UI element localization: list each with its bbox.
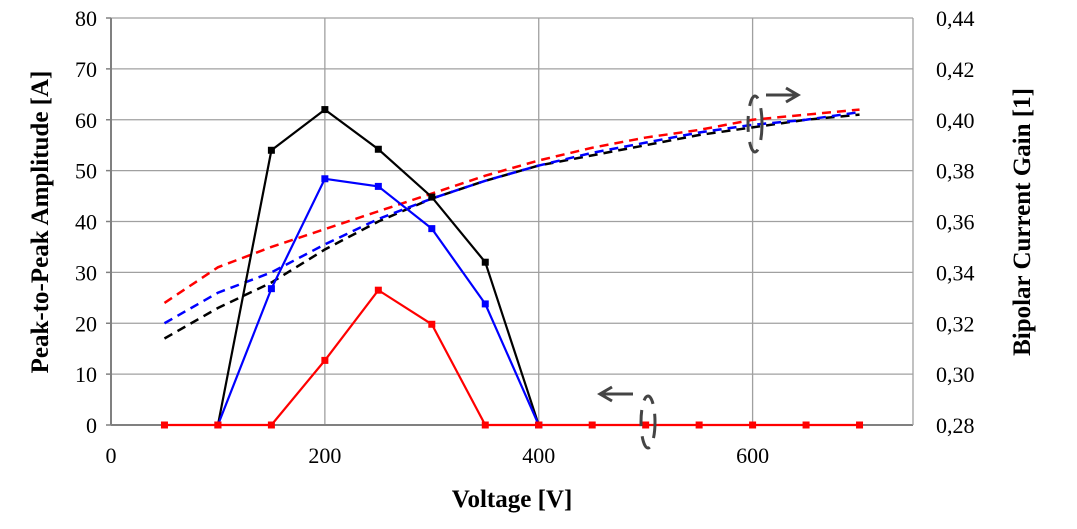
arrow-left-icon-head <box>597 385 613 403</box>
data-marker <box>374 182 382 190</box>
y2-tick-label: 0,40 <box>936 108 975 133</box>
y2-axis-title: Bipolar Current Gain [1] <box>1009 88 1036 356</box>
y-tick-label: 30 <box>75 260 97 285</box>
data-marker <box>642 421 650 429</box>
y2-tick-label: 0,42 <box>936 57 975 82</box>
data-marker <box>428 320 436 328</box>
data-marker <box>695 421 703 429</box>
data-marker <box>267 146 275 154</box>
tick-labels: 0 10 20 30 40 50 60 70 80 0,28 0,30 0,32 0,34 0,36 0,3… <box>75 6 975 468</box>
series-line-dashed <box>163 108 860 304</box>
data-marker <box>267 285 275 293</box>
data-marker <box>374 286 382 294</box>
y2-tick-label: 0,36 <box>936 210 975 235</box>
data-marker <box>588 421 596 429</box>
grid <box>111 17 913 425</box>
data-marker <box>481 300 489 308</box>
data-marker <box>481 421 489 429</box>
annotation-ellipse-left <box>639 394 657 450</box>
x-tick-label: 600 <box>736 443 769 468</box>
y2-tick-label: 0,28 <box>936 413 975 438</box>
data-marker <box>321 106 329 114</box>
x-axis-title: Voltage [V] <box>452 486 573 513</box>
series <box>160 106 864 429</box>
y-tick-label: 50 <box>75 159 97 184</box>
data-marker <box>481 258 489 266</box>
arrow-right-icon-head <box>785 86 801 104</box>
data-marker <box>535 421 543 429</box>
series-line <box>216 177 540 426</box>
data-marker <box>428 225 436 233</box>
y2-tick-label: 0,38 <box>936 159 975 184</box>
y2-tick-label: 0,44 <box>936 6 975 31</box>
data-marker <box>374 145 382 153</box>
x-tick-label: 200 <box>308 443 341 468</box>
y-axis-title: Peak-to-Peak Amplitude [A] <box>27 71 54 374</box>
data-marker <box>267 421 275 429</box>
data-marker <box>321 356 329 364</box>
series-line <box>164 288 860 427</box>
annotations <box>597 86 801 450</box>
series-line-dashed <box>163 110 860 325</box>
series-line <box>216 108 540 426</box>
y2-tick-label: 0,34 <box>936 260 975 285</box>
data-marker <box>321 175 329 183</box>
data-marker <box>428 193 436 201</box>
y-tick-label: 40 <box>75 210 97 235</box>
data-marker <box>160 421 168 429</box>
y-tick-label: 80 <box>75 6 97 31</box>
y-tick-label: 0 <box>86 413 97 438</box>
y2-tick-label: 0,30 <box>936 362 975 387</box>
data-marker <box>214 421 222 429</box>
y-tick-label: 20 <box>75 311 97 336</box>
x-tick-label: 0 <box>106 443 117 468</box>
y-tick-label: 10 <box>75 362 97 387</box>
series-line-dashed <box>163 113 860 340</box>
data-marker <box>856 421 864 429</box>
data-marker <box>749 421 757 429</box>
annotation-ellipse-right <box>746 94 764 154</box>
y2-tick-label: 0,32 <box>936 311 975 336</box>
y-tick-label: 60 <box>75 108 97 133</box>
data-marker <box>802 421 810 429</box>
x-tick-label: 400 <box>522 443 555 468</box>
y-tick-label: 70 <box>75 57 97 82</box>
